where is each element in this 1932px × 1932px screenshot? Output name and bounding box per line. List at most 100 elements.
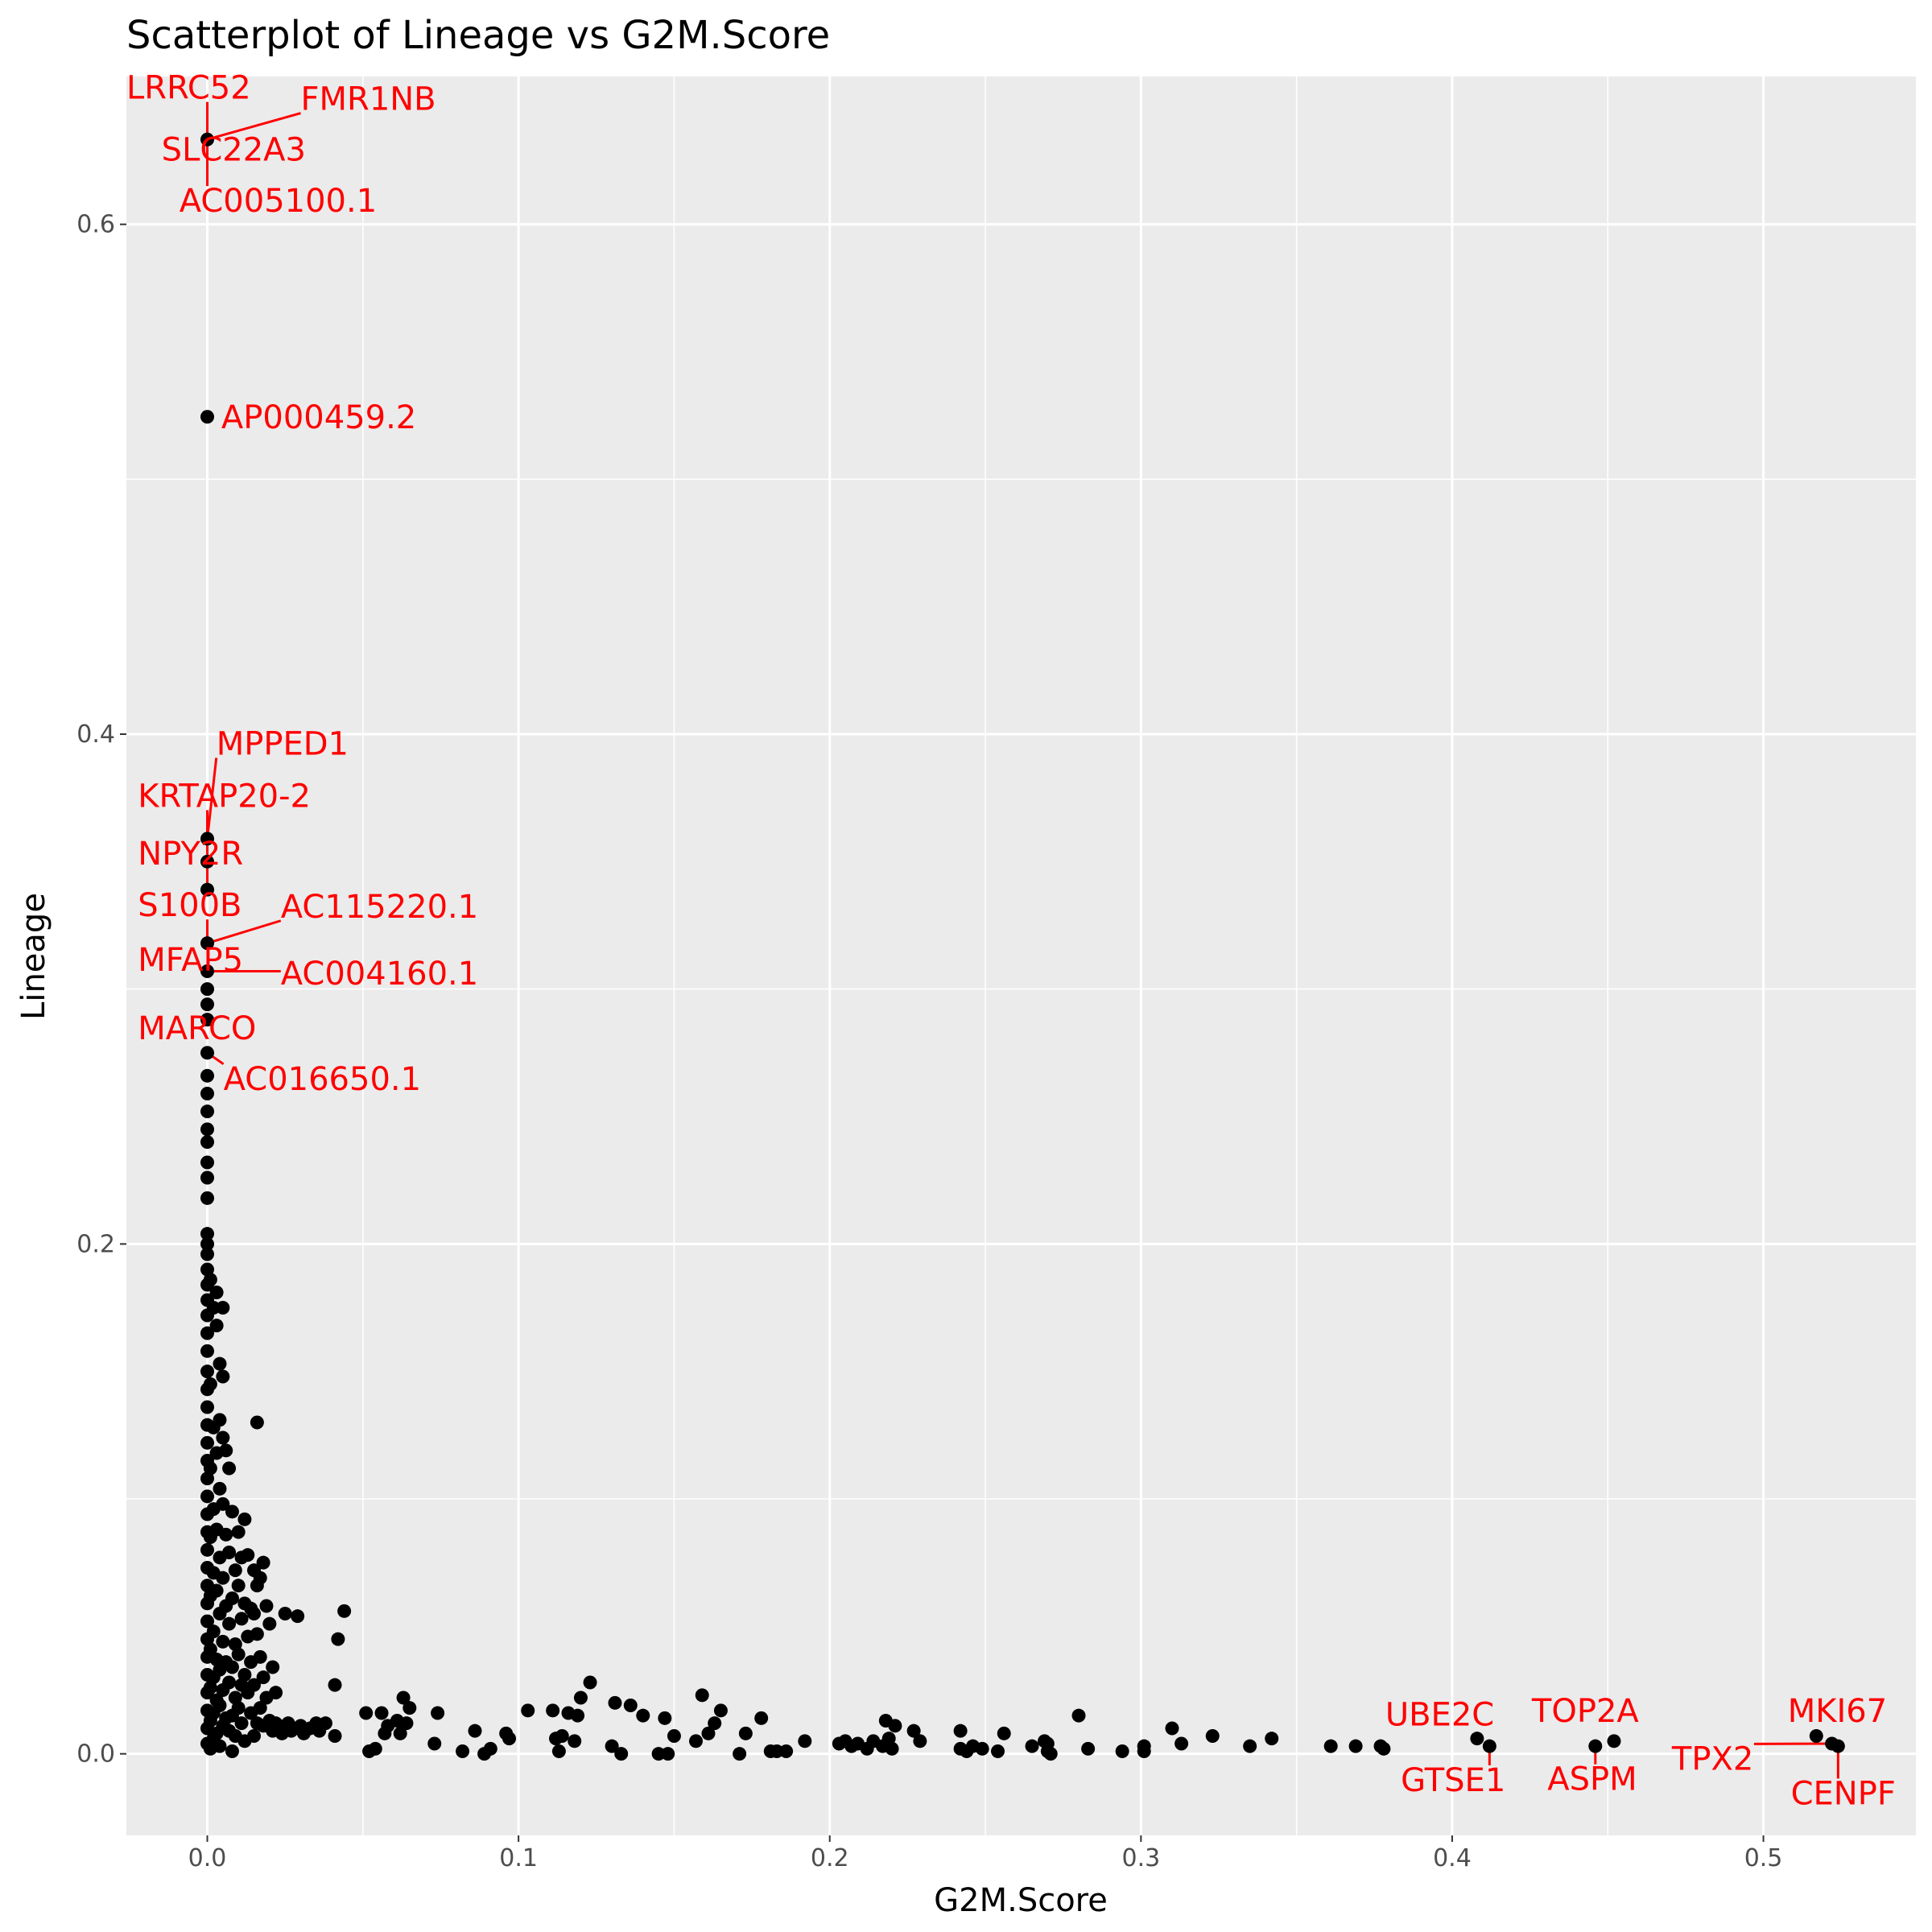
data-point (219, 1443, 233, 1458)
data-point (225, 1591, 239, 1605)
data-point (1071, 1708, 1086, 1723)
data-point (779, 1744, 794, 1758)
data-point (203, 1377, 217, 1391)
data-point (399, 1716, 414, 1731)
annotation-label: ASPM (1547, 1761, 1637, 1798)
data-point (278, 1607, 292, 1620)
data-point (225, 1505, 239, 1519)
data-point (200, 1344, 215, 1358)
data-point (209, 1583, 224, 1598)
data-point (200, 936, 215, 951)
data-point (247, 1678, 262, 1692)
data-point (203, 1461, 217, 1476)
data-point (200, 1542, 215, 1557)
data-point (200, 1400, 215, 1414)
data-point (328, 1729, 342, 1743)
data-point (468, 1724, 482, 1738)
data-point (216, 1369, 230, 1384)
data-point (888, 1719, 902, 1733)
data-point (200, 1191, 215, 1205)
data-point (396, 1690, 411, 1705)
data-point (701, 1726, 716, 1740)
data-point (213, 1356, 227, 1371)
data-point (393, 1726, 407, 1740)
data-point (583, 1675, 597, 1690)
data-point (1165, 1721, 1179, 1736)
data-point (219, 1527, 233, 1542)
data-point (605, 1739, 619, 1753)
data-point (200, 1122, 215, 1137)
data-point (913, 1734, 927, 1748)
annotation-label: GTSE1 (1401, 1762, 1505, 1799)
data-point (1348, 1739, 1363, 1753)
annotation-connector (206, 758, 218, 839)
data-point (228, 1563, 242, 1578)
data-point (231, 1525, 246, 1539)
data-point (266, 1660, 280, 1674)
x-tick-label: 0.0 (188, 1844, 227, 1872)
annotation-label: AP000459.2 (221, 399, 416, 436)
data-point (1043, 1747, 1058, 1761)
data-point (359, 1706, 374, 1720)
data-point (209, 1319, 224, 1333)
data-point (253, 1701, 267, 1715)
data-point (1205, 1729, 1220, 1743)
data-point (222, 1675, 237, 1690)
chart-title: Scatterplot of Lineage vs G2M.Score (126, 13, 830, 58)
data-point (231, 1701, 246, 1715)
data-point (200, 1046, 215, 1060)
data-point (216, 1634, 230, 1649)
data-point (1809, 1729, 1823, 1743)
data-point (231, 1647, 246, 1662)
x-tick-label: 0.1 (499, 1844, 538, 1872)
data-point (906, 1724, 921, 1738)
data-points (200, 132, 1845, 1761)
data-point (225, 1660, 239, 1674)
annotation-label: CENPF (1791, 1775, 1896, 1812)
data-point (256, 1555, 270, 1570)
data-point (200, 410, 215, 424)
y-tick-label: 0.0 (76, 1740, 115, 1769)
annotation-connector (207, 919, 282, 945)
data-point (546, 1703, 560, 1718)
data-point (1482, 1739, 1496, 1753)
data-point (568, 1734, 582, 1748)
data-point (502, 1732, 517, 1746)
data-point (231, 1579, 246, 1593)
data-point (713, 1703, 728, 1718)
data-point (237, 1668, 252, 1682)
data-point (200, 1227, 215, 1241)
annotation-label: NPY2R (138, 836, 243, 873)
annotation-label: LRRC52 (126, 70, 251, 107)
data-point (213, 1481, 227, 1496)
data-point (200, 1170, 215, 1185)
grid-lines (126, 76, 1916, 1835)
data-point (733, 1747, 747, 1761)
data-point (754, 1711, 769, 1725)
data-point (253, 1571, 267, 1585)
annotation-label: MPPED1 (217, 725, 349, 762)
data-point (213, 1413, 227, 1427)
data-point (200, 997, 215, 1012)
data-point (200, 1087, 215, 1100)
data-point (431, 1706, 445, 1720)
data-point (1265, 1732, 1279, 1746)
x-axis-title: G2M.Score (934, 1882, 1108, 1919)
data-point (1025, 1739, 1039, 1753)
data-point (200, 1326, 215, 1340)
data-point (200, 964, 215, 978)
data-point (291, 1609, 305, 1624)
data-point (200, 1489, 215, 1504)
data-point (200, 1013, 215, 1027)
data-point (262, 1616, 277, 1631)
data-point (216, 1496, 230, 1511)
annotation-labels: LRRC52 FMR1NB SLC22A3 AC005100.1 AP000459.2 M… (126, 70, 1896, 1813)
data-point (234, 1716, 249, 1731)
data-point (331, 1632, 345, 1646)
data-point (250, 1415, 264, 1430)
data-point (997, 1726, 1011, 1740)
data-point (213, 1699, 227, 1712)
data-point (991, 1744, 1005, 1758)
data-point (200, 132, 215, 147)
